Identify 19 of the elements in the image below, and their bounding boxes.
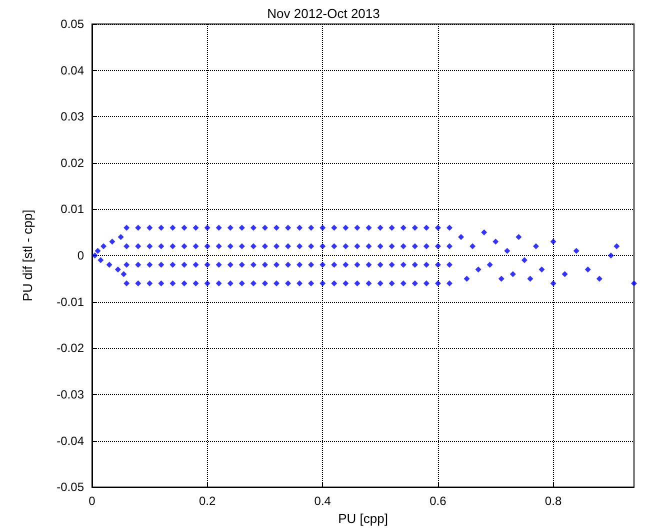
x-axis-title: PU [cpp] — [338, 511, 388, 526]
y-tick-label: 0 — [77, 248, 84, 263]
y-tick-label: -0.02 — [56, 341, 84, 356]
x-tick-label: 0.8 — [544, 494, 562, 508]
x-tick-label: 0.2 — [198, 494, 216, 508]
y-tick-label: 0.01 — [60, 202, 84, 216]
x-tick-label: 0.4 — [314, 494, 332, 508]
chart-title: Nov 2012-Oct 2013 — [267, 6, 380, 21]
y-tick-label: 0.02 — [60, 156, 84, 170]
y-axis-title: PU dif [stl - cpp] — [20, 210, 35, 302]
x-tick-label: 0.6 — [430, 494, 447, 508]
y-tick-label: -0.01 — [56, 294, 84, 309]
y-tick-label: 0.03 — [60, 110, 84, 124]
y-tick-label: -0.03 — [56, 387, 84, 402]
y-tick-label: 0.04 — [60, 63, 84, 78]
x-tick-label: 0 — [88, 494, 96, 508]
y-tick-label: -0.05 — [56, 480, 84, 494]
y-tick-label: -0.04 — [56, 434, 84, 448]
y-tick-label: 0.05 — [60, 17, 84, 31]
